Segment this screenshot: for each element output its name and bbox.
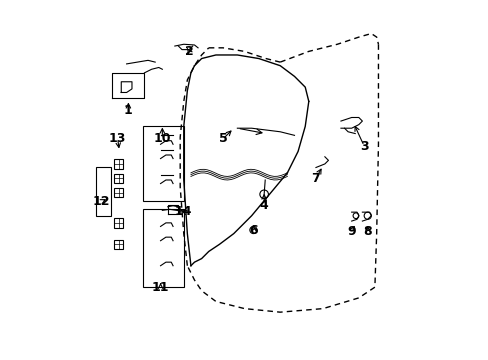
Bar	[114, 240, 123, 249]
Text: 11: 11	[151, 281, 169, 294]
Bar	[114, 188, 123, 197]
Text: 1: 1	[124, 104, 133, 117]
Text: 10: 10	[153, 132, 171, 145]
Bar	[114, 174, 123, 183]
Text: 14: 14	[175, 205, 192, 218]
Text: 4: 4	[259, 198, 268, 212]
Text: 7: 7	[311, 172, 320, 185]
Bar	[114, 159, 123, 168]
Text: 5: 5	[218, 132, 227, 145]
Text: 9: 9	[346, 225, 355, 238]
Bar	[96, 167, 110, 216]
Bar	[142, 126, 183, 202]
Bar	[142, 208, 183, 287]
Text: 8: 8	[363, 225, 371, 238]
Text: 6: 6	[248, 224, 257, 237]
Text: 2: 2	[184, 45, 193, 58]
Text: 3: 3	[359, 140, 368, 153]
Text: 12: 12	[93, 195, 110, 208]
Text: 13: 13	[109, 132, 126, 145]
Bar	[114, 218, 123, 228]
